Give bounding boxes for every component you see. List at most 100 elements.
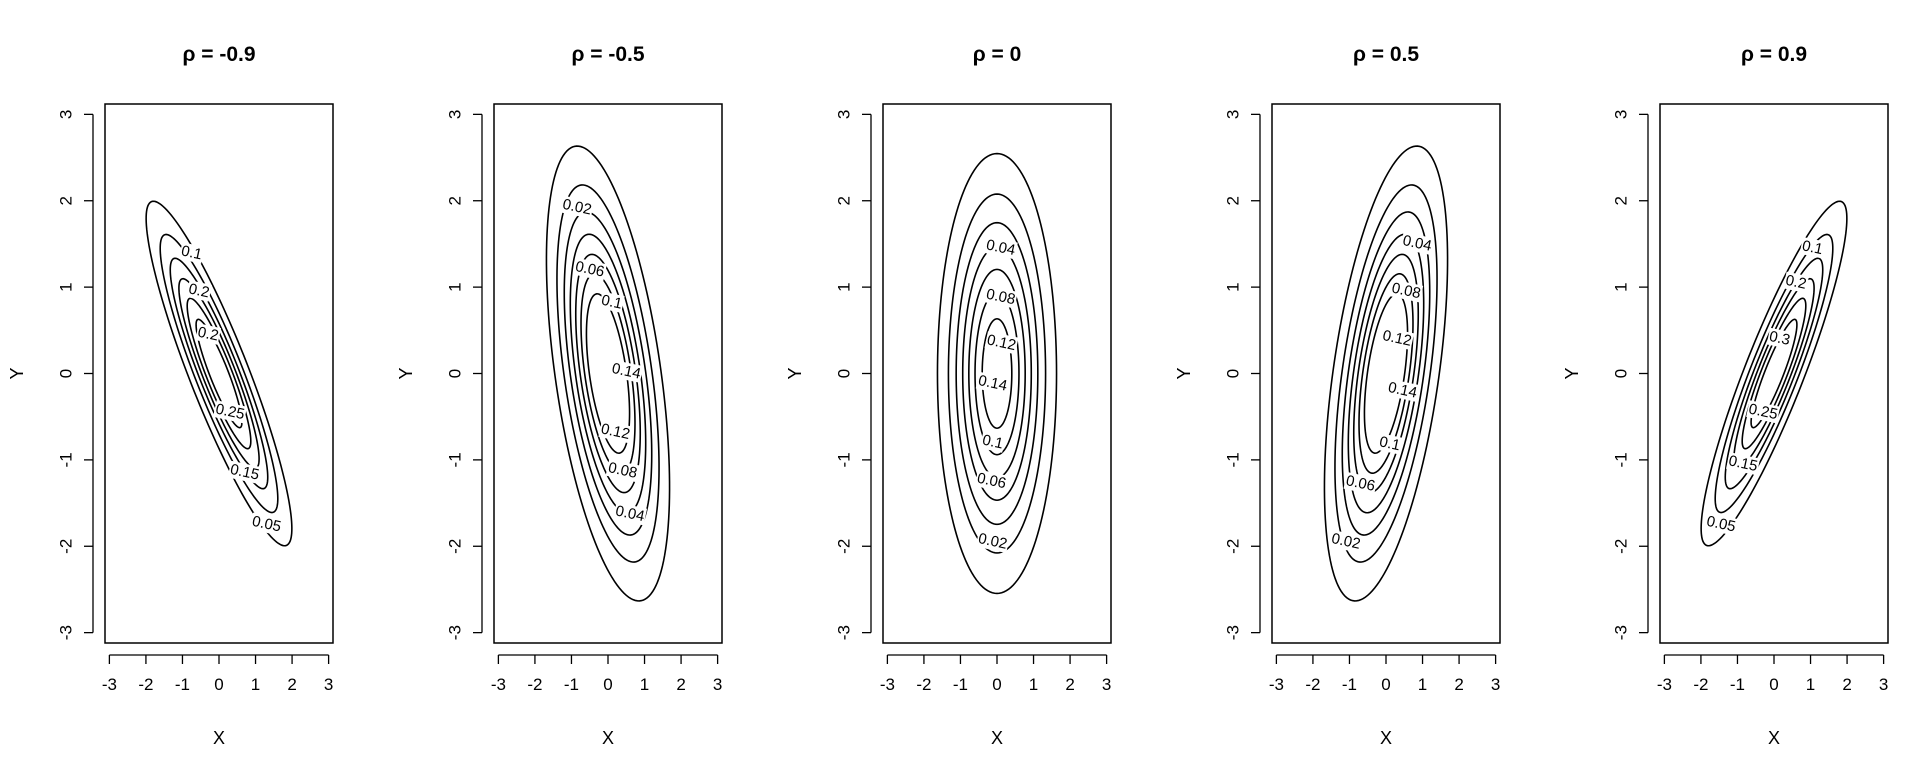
y-tick-label: 0: [834, 369, 853, 378]
y-tick-label: 1: [834, 282, 853, 291]
plot-frame: [1271, 103, 1501, 644]
x-tick-label: 0: [603, 675, 612, 694]
contour-level-label: 0.04: [1401, 232, 1433, 255]
x-tick-label: 2: [1065, 675, 1074, 694]
x-axis-label: X: [602, 728, 614, 748]
x-tick-label: -3: [880, 675, 895, 694]
contour-level-label: 0.14: [1387, 379, 1419, 402]
contour-label-background: [1328, 529, 1363, 553]
contour-level-label: 0.1: [180, 242, 204, 263]
x-tick-label: -1: [564, 675, 579, 694]
y-tick-label: 2: [445, 196, 464, 205]
y-tick-label: 3: [834, 110, 853, 119]
x-tick-label: 2: [287, 675, 296, 694]
y-tick-label: 0: [1611, 369, 1630, 378]
contour-label-background: [1380, 326, 1415, 350]
contour-label-background: [1343, 471, 1378, 496]
contour-line: [1347, 233, 1425, 514]
y-tick-label: -1: [445, 452, 464, 467]
contour-level-label: 0.02: [561, 196, 593, 219]
x-tick-label: -2: [916, 675, 931, 694]
x-tick-label: 1: [1029, 675, 1038, 694]
contour-label-background: [609, 359, 644, 383]
plot-frame: [104, 103, 334, 644]
contour-label-background: [1726, 452, 1761, 476]
contour-label-background: [1746, 400, 1781, 424]
contour-level-label: 0.3: [1768, 328, 1792, 349]
x-tick-label: 0: [1769, 675, 1778, 694]
y-tick-label: -2: [445, 539, 464, 554]
contour-panel: ρ = -0.9 -3 -2 -1 0 1 2 3 X -3 -2 -1 0 1 2 3 Y 0.1 0.2 0.2 0…: [7, 43, 334, 748]
contour-level-label: 0.14: [977, 372, 1009, 395]
contour-label-background: [605, 459, 640, 483]
contour-line: [1714, 233, 1834, 514]
x-tick-label: -3: [491, 675, 506, 694]
y-tick-label: 1: [1223, 282, 1242, 291]
contour-level-label: 0.08: [1390, 280, 1422, 303]
contour-level-label: 0.2: [1784, 272, 1808, 293]
y-tick-label: -2: [56, 539, 75, 554]
contour-label-background: [195, 323, 222, 345]
contour-level-label: 0.08: [985, 286, 1017, 309]
contour-label-background: [598, 291, 625, 313]
contour-line: [563, 211, 653, 536]
panel-title: ρ = -0.9: [182, 43, 255, 66]
contour-label-background: [560, 195, 595, 219]
y-axis-label: Y: [1562, 367, 1582, 379]
contour-level-label: 0.15: [229, 461, 261, 484]
contour-line: [169, 257, 269, 490]
contour-level-label: 0.04: [985, 236, 1017, 259]
y-tick-label: -3: [1611, 625, 1630, 640]
plot-frame: [493, 103, 723, 644]
y-tick-label: -1: [1611, 452, 1630, 467]
contour-level-label: 0.02: [977, 530, 1009, 553]
contour-label-background: [1400, 231, 1435, 255]
contour-label-background: [178, 242, 205, 264]
contour-label-background: [1783, 271, 1809, 293]
contour-label-background: [227, 460, 262, 484]
contour-line: [1741, 297, 1807, 450]
contour-line: [545, 145, 671, 602]
contour-level-label: 0.12: [985, 331, 1017, 354]
contour-label-background: [613, 502, 648, 526]
contour-label-background: [1704, 512, 1739, 536]
y-axis-label: Y: [785, 367, 805, 379]
contour-label-background: [1385, 378, 1420, 402]
contour-line: [1323, 145, 1449, 602]
y-tick-label: 2: [1611, 196, 1630, 205]
y-tick-label: 0: [445, 369, 464, 378]
contour-label-background: [984, 331, 1019, 355]
contour-label-background: [249, 512, 284, 536]
y-axis-label: Y: [396, 367, 416, 379]
panel-title: ρ = 0.5: [1353, 43, 1419, 66]
contour-label-background: [975, 529, 1010, 553]
y-tick-label: 3: [56, 110, 75, 119]
y-tick-label: -1: [834, 452, 853, 467]
x-tick-label: -3: [1269, 675, 1284, 694]
x-tick-label: -2: [1305, 675, 1320, 694]
contour-line: [186, 297, 252, 450]
contour-label-background: [598, 420, 633, 444]
contour-line: [1724, 257, 1824, 490]
x-tick-label: 0: [214, 675, 223, 694]
contour-label-background: [979, 431, 1006, 453]
contour-level-label: 0.1: [981, 432, 1005, 453]
x-axis-label: X: [213, 728, 225, 748]
contour-label-background: [975, 371, 1010, 395]
x-tick-label: -1: [1730, 675, 1745, 694]
contour-line: [145, 200, 293, 547]
x-tick-label: 0: [1381, 675, 1390, 694]
x-tick-label: 3: [713, 675, 722, 694]
y-tick-label: -2: [1223, 539, 1242, 554]
x-tick-label: 1: [640, 675, 649, 694]
y-tick-label: 2: [1223, 196, 1242, 205]
contour-label-background: [1766, 327, 1793, 350]
contour-level-label: 0.05: [251, 513, 283, 536]
y-tick-label: -1: [56, 452, 75, 467]
contour-line: [1700, 200, 1848, 547]
contour-line: [961, 246, 1033, 501]
plot-frame: [1659, 103, 1889, 644]
contour-line: [1733, 277, 1815, 470]
y-tick-label: 3: [445, 110, 464, 119]
